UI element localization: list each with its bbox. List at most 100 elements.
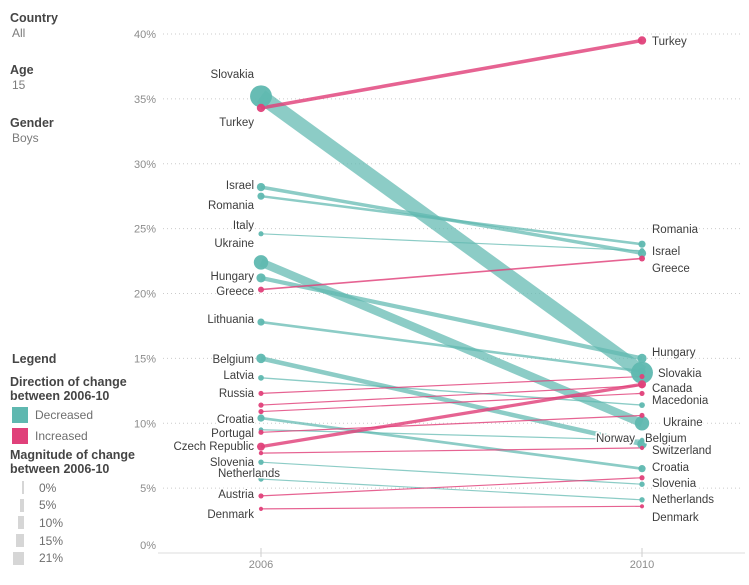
- slope-romania[interactable]: [260, 194, 643, 246]
- dot-2010-switzerland[interactable]: [639, 445, 645, 451]
- slope-russia[interactable]: [260, 375, 643, 395]
- slope-italy[interactable]: [260, 233, 643, 252]
- legend-item-label: Increased: [35, 428, 88, 443]
- dot-2010-slovenia[interactable]: [639, 481, 645, 487]
- y-tick-5: 5%: [140, 483, 156, 495]
- country-label-2006-belgium: Belgium: [212, 354, 254, 366]
- legend-item-increased[interactable]: Increased: [12, 425, 93, 446]
- slope-canada[interactable]: [260, 385, 643, 406]
- slope-croatia[interactable]: [260, 416, 643, 470]
- country-label-2010-norway: Norway: [596, 433, 635, 445]
- dot-2010-ukraine[interactable]: [634, 416, 650, 431]
- dot-2010-russia[interactable]: [639, 373, 645, 380]
- dot-2006-russia[interactable]: [258, 390, 264, 396]
- dot-2006-czech-republic[interactable]: [256, 442, 266, 451]
- filter-age-value[interactable]: 15: [12, 78, 26, 92]
- dot-2006-belgium[interactable]: [256, 353, 266, 364]
- dot-2006-austria[interactable]: [258, 493, 264, 499]
- dot-2006-romania[interactable]: [257, 192, 265, 200]
- decreased-color-swatch: [12, 406, 28, 423]
- slope-slovakia[interactable]: [256, 90, 647, 379]
- dot-2010-latvia[interactable]: [639, 402, 645, 408]
- slope-macedonia[interactable]: [260, 392, 643, 413]
- dot-2006-denmark[interactable]: [258, 506, 264, 511]
- dot-2006-ukraine[interactable]: [253, 255, 269, 270]
- dot-2010-macedonia[interactable]: [639, 390, 645, 396]
- dot-2006-switzerland[interactable]: [258, 450, 264, 456]
- dot-2010-netherlands[interactable]: [639, 497, 645, 503]
- dot-2010-italy[interactable]: [639, 248, 645, 254]
- country-label-2006-slovakia: Slovakia: [211, 69, 255, 81]
- country-label-2010-macedonia: Macedonia: [652, 395, 709, 407]
- country-label-2006-israel: Israel: [226, 180, 254, 192]
- size-swatch-cell: [10, 551, 24, 565]
- country-label-2010-ukraine: Ukraine: [663, 417, 703, 429]
- country-label-2006-greece: Greece: [216, 286, 254, 298]
- slope-greece[interactable]: [260, 257, 643, 291]
- dot-2010-austria[interactable]: [639, 475, 645, 481]
- dot-2010-belgium[interactable]: [637, 439, 647, 449]
- slope-portugal[interactable]: [260, 414, 643, 433]
- slope-latvia[interactable]: [260, 377, 643, 406]
- slope-netherlands[interactable]: [260, 478, 643, 501]
- dot-2006-slovenia[interactable]: [258, 459, 264, 465]
- dot-2006-netherlands[interactable]: [258, 476, 264, 482]
- filter-country-value[interactable]: All: [12, 26, 26, 40]
- legend-size-item-15: 15%: [10, 532, 63, 550]
- dot-2006-latvia[interactable]: [258, 374, 264, 381]
- country-label-2006-portugal: Portugal: [211, 428, 254, 440]
- country-label-2010-belgium: Belgium: [645, 433, 687, 445]
- dot-2010-croatia[interactable]: [638, 465, 646, 473]
- dot-2006-lithuania[interactable]: [257, 318, 265, 326]
- dot-2010-hungary[interactable]: [637, 353, 647, 363]
- dot-2006-canada[interactable]: [258, 402, 264, 408]
- filter-gender-value[interactable]: Boys: [12, 131, 39, 145]
- slope-belgium[interactable]: [260, 356, 643, 447]
- country-label-2006-czech-republic: Czech Republic: [173, 441, 254, 453]
- dot-2010-romania[interactable]: [638, 240, 646, 248]
- country-label-2010-switzerland: Switzerland: [652, 445, 711, 457]
- dot-2006-italy[interactable]: [258, 231, 264, 237]
- dot-2006-croatia[interactable]: [257, 414, 265, 422]
- dot-2006-turkey[interactable]: [256, 103, 266, 113]
- slope-lithuania[interactable]: [260, 320, 643, 373]
- dot-2006-greece[interactable]: [257, 286, 265, 293]
- dot-2010-norway[interactable]: [639, 437, 645, 443]
- legend-size-item-0: 0%: [10, 479, 63, 497]
- legend-magnitude-title: Magnitude of change between 2006-10: [10, 448, 135, 476]
- dot-2006-israel[interactable]: [256, 182, 266, 192]
- country-label-2010-slovenia: Slovenia: [652, 478, 697, 490]
- slope-denmark[interactable]: [260, 505, 643, 510]
- dot-2006-hungary[interactable]: [256, 273, 266, 283]
- legend-direction-items: Decreased Increased: [12, 404, 93, 446]
- dot-2010-lithuania[interactable]: [638, 367, 646, 375]
- country-label-2010-croatia: Croatia: [652, 462, 690, 474]
- country-label-2010-greece: Greece: [652, 263, 690, 275]
- y-tick-25: 25%: [134, 224, 156, 236]
- country-label-2010-netherlands: Netherlands: [652, 494, 714, 506]
- legend-size-item-5: 5%: [10, 497, 63, 515]
- legend-size-item-21: 21%: [10, 549, 63, 567]
- dot-2010-greece[interactable]: [638, 255, 646, 262]
- dot-2010-turkey[interactable]: [637, 36, 647, 45]
- dot-2006-macedonia[interactable]: [258, 408, 264, 415]
- slope-switzerland[interactable]: [260, 447, 643, 454]
- size-swatch: [13, 551, 24, 565]
- slope-austria[interactable]: [260, 477, 643, 497]
- slope-norway[interactable]: [260, 429, 643, 441]
- dot-2006-portugal[interactable]: [258, 429, 264, 435]
- dot-2010-denmark[interactable]: [639, 504, 645, 509]
- dot-2010-portugal[interactable]: [639, 412, 645, 419]
- country-label-2010-romania: Romania: [652, 224, 699, 236]
- country-label-2006-lithuania: Lithuania: [207, 314, 254, 326]
- y-tick-30: 30%: [134, 159, 156, 171]
- slope-turkey[interactable]: [260, 38, 643, 110]
- slope-hungary[interactable]: [260, 275, 643, 361]
- slope-czech-republic[interactable]: [260, 382, 643, 449]
- country-label-2006-austria: Austria: [218, 489, 254, 501]
- dot-2006-slovakia[interactable]: [250, 85, 272, 108]
- country-label-2006-ukraine: Ukraine: [214, 238, 254, 250]
- dot-2010-czech-republic[interactable]: [637, 380, 647, 389]
- legend-item-decreased[interactable]: Decreased: [12, 404, 93, 425]
